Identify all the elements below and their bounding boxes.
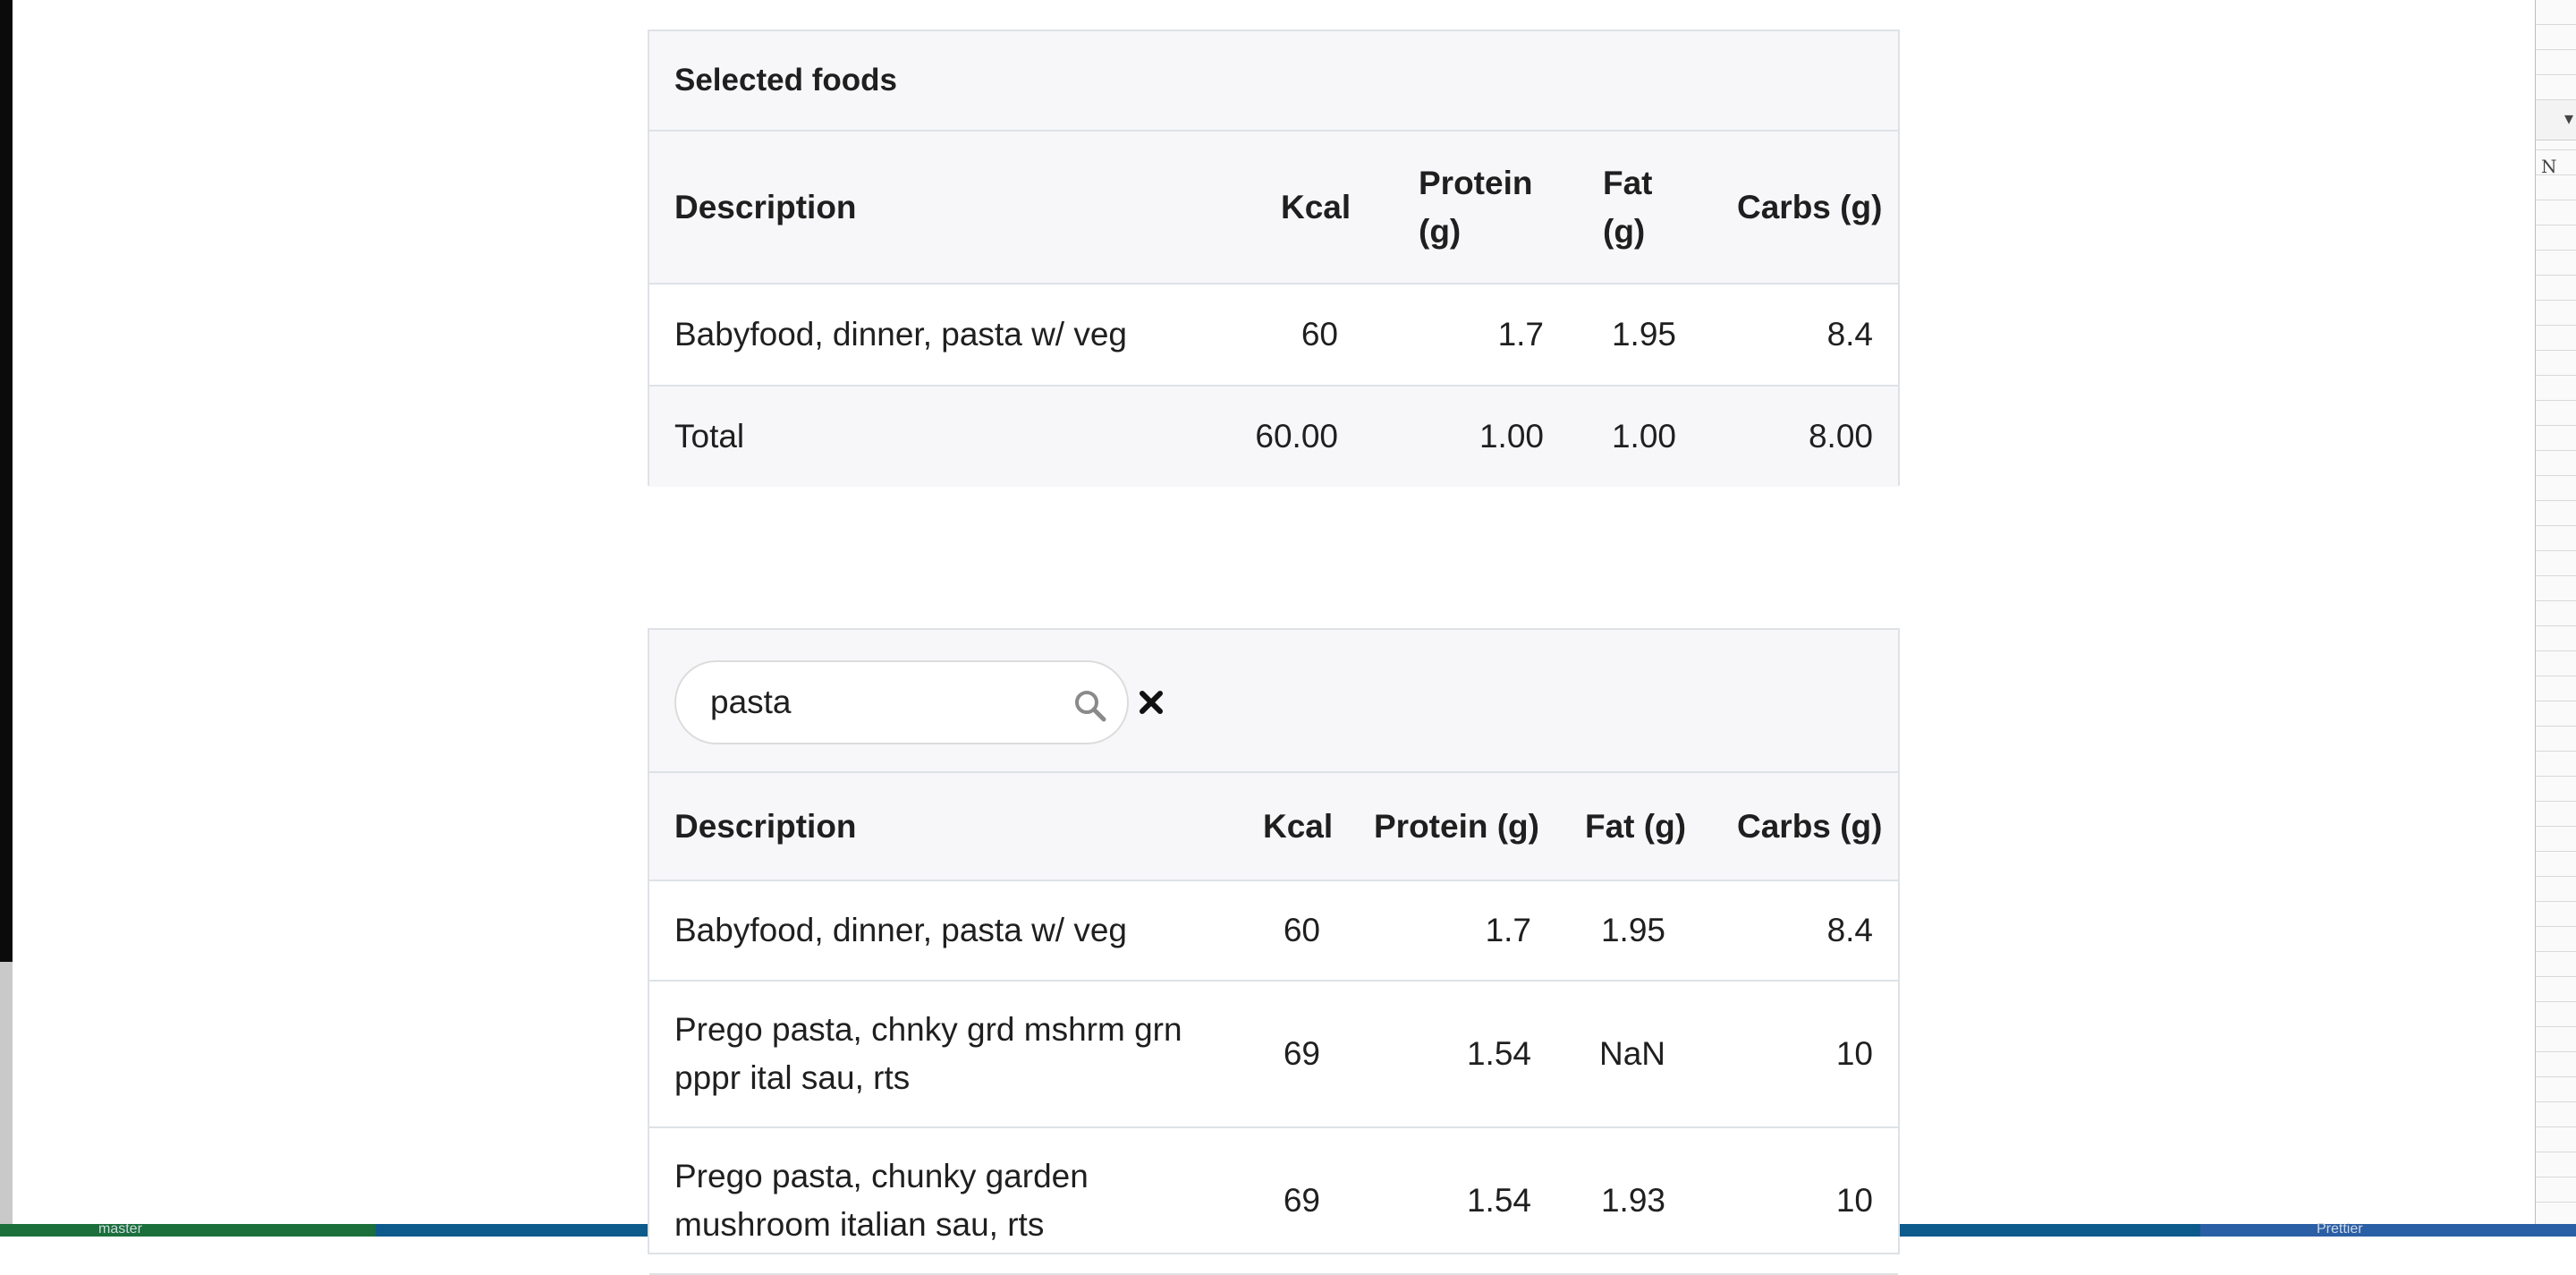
table-row[interactable]: Babyfood, dinner, pasta w/ veg 60 1.7 1.… (649, 284, 1898, 387)
cell-carbs: 8.4 (1692, 880, 1898, 982)
cell-description: Babyfood, dinner, pasta w/ veg (649, 284, 1254, 387)
search-icon[interactable] (1073, 689, 1107, 723)
column-header-kcal[interactable]: Kcal (1254, 773, 1365, 881)
cell-carbs: 10 (1692, 1127, 1898, 1275)
total-carbs: 8.00 (1692, 386, 1898, 487)
dropdown-arrow-icon[interactable]: ▾ (2563, 109, 2573, 129)
left-window-edge (0, 0, 13, 962)
branch-label: master (98, 1221, 142, 1237)
column-header-carbs[interactable]: Carbs (g) (1692, 132, 1898, 285)
column-header-description[interactable]: Description (649, 773, 1254, 881)
search-results-table: Description Kcal Protein (g) Fat (g) Car… (649, 773, 1898, 1275)
total-label: Total (649, 386, 1254, 487)
total-protein: 1.00 (1365, 386, 1558, 487)
cell-fat: 1.93 (1558, 1127, 1692, 1275)
total-fat: 1.00 (1558, 386, 1692, 487)
total-row: Total 60.00 1.00 1.00 8.00 (649, 386, 1898, 487)
cell-kcal: 60 (1254, 880, 1365, 982)
column-header: N (2541, 156, 2557, 177)
selected-foods-title: Selected foods (649, 31, 1898, 132)
cell-protein: 1.7 (1365, 880, 1558, 982)
cell-description: Prego pasta, chunky garden mushroom ital… (649, 1127, 1254, 1275)
column-header-kcal[interactable]: Kcal (1254, 132, 1365, 285)
selected-foods-card: Selected foods Description Kcal Protein … (648, 30, 1900, 487)
cell-carbs: 8.4 (1692, 284, 1898, 387)
left-window-edge-lower (0, 962, 13, 1230)
search-bar (649, 630, 1898, 773)
table-row[interactable]: Prego pasta, chnky grd mshrm grn pppr it… (649, 981, 1898, 1128)
background-spreadsheet: ▾ N (2535, 0, 2576, 1224)
table-row[interactable]: Babyfood, dinner, pasta w/ veg 60 1.7 1.… (649, 880, 1898, 982)
cell-fat: 1.95 (1558, 284, 1692, 387)
cell-fat: 1.95 (1558, 880, 1692, 982)
column-header-fat[interactable]: Fat (g) (1558, 132, 1692, 285)
cell-description: Prego pasta, chnky grd mshrm grn pppr it… (649, 981, 1254, 1128)
selected-foods-table: Description Kcal Protein (g) Fat (g) Car… (649, 132, 1898, 487)
cell-protein: 1.7 (1365, 284, 1558, 387)
spreadsheet-toolbar (2536, 100, 2576, 140)
column-header-protein[interactable]: Protein (g) (1365, 773, 1558, 881)
status-bar-branch[interactable]: master (0, 1221, 376, 1237)
search-field[interactable] (674, 660, 1129, 744)
formatter-label: Prettier (2317, 1221, 2363, 1237)
table-header-row: Description Kcal Protein (g) Fat (g) Car… (649, 132, 1898, 285)
column-header-fat[interactable]: Fat (g) (1558, 773, 1692, 881)
cell-kcal: 60 (1254, 284, 1365, 387)
table-header-row: Description Kcal Protein (g) Fat (g) Car… (649, 773, 1898, 881)
food-search-card: Description Kcal Protein (g) Fat (g) Car… (648, 628, 1900, 1275)
cell-carbs: 10 (1692, 981, 1898, 1128)
column-header-description[interactable]: Description (649, 132, 1254, 285)
cell-kcal: 69 (1254, 1127, 1365, 1275)
table-row[interactable]: Prego pasta, chunky garden mushroom ital… (649, 1127, 1898, 1275)
cell-description: Babyfood, dinner, pasta w/ veg (649, 880, 1254, 982)
search-input[interactable] (708, 675, 1034, 730)
cell-kcal: 69 (1254, 981, 1365, 1128)
column-header-carbs[interactable]: Carbs (g) (1692, 773, 1898, 881)
close-icon[interactable] (1138, 689, 1165, 716)
cell-protein: 1.54 (1365, 981, 1558, 1128)
cell-protein: 1.54 (1365, 1127, 1558, 1275)
column-header-protein[interactable]: Protein (g) (1365, 132, 1558, 285)
status-bar-formatter[interactable]: Prettier (2200, 1221, 2576, 1237)
total-kcal: 60.00 (1254, 386, 1365, 487)
cell-fat: NaN (1558, 981, 1692, 1128)
